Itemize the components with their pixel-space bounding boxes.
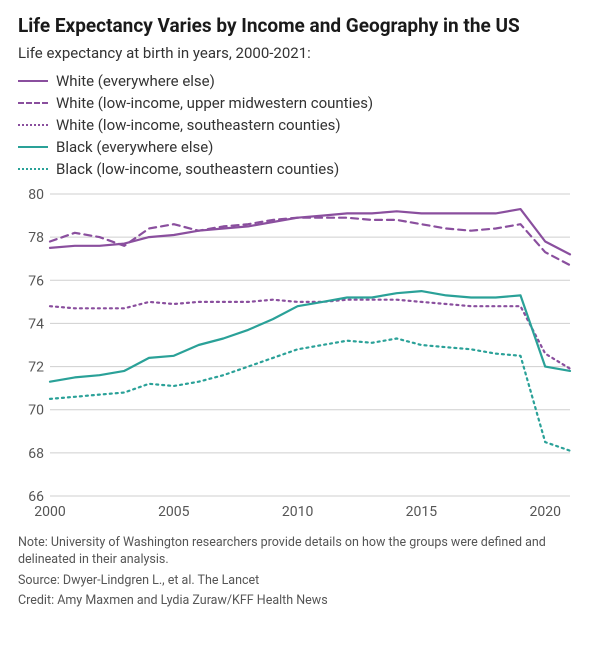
series-line-white_midwest — [50, 217, 570, 265]
legend-swatch-black_else — [18, 146, 48, 148]
chart-container: Life Expectancy Varies by Income and Geo… — [0, 0, 600, 657]
legend-label-white_midwest: White (low-income, upper midwestern coun… — [56, 94, 373, 112]
chart-svg: 66 68 70 72 74 76 78 80 2000 2005 2010 2015 2020 — [18, 184, 582, 524]
series-line-black_else — [50, 291, 570, 382]
legend-item-white_southeast: White (low-income, southeastern counties… — [18, 116, 582, 134]
legend-swatch-white_else — [18, 80, 48, 82]
legend: White (everywhere else) White (low-income… — [18, 72, 582, 178]
y-tick-label: 78 — [28, 230, 44, 246]
y-tick-label: 68 — [28, 446, 44, 462]
footer-credit: Credit: Amy Maxmen and Lydia Zuraw/KFF H… — [18, 592, 582, 610]
legend-item-white_else: White (everywhere else) — [18, 72, 582, 90]
y-tick-label: 76 — [28, 273, 44, 289]
legend-label-white_else: White (everywhere else) — [56, 72, 215, 90]
footer-source: Source: Dwyer-Lindgren L., et al. The La… — [18, 572, 582, 590]
legend-item-white_midwest: White (low-income, upper midwestern coun… — [18, 94, 582, 112]
legend-label-black_southeast: Black (low-income, southeastern counties… — [56, 160, 339, 178]
y-tick-label: 74 — [28, 316, 44, 332]
chart-title: Life Expectancy Varies by Income and Geo… — [18, 14, 582, 38]
series-line-black_southeast — [50, 338, 570, 450]
x-tick-label: 2010 — [282, 504, 314, 520]
chart-subtitle: Life expectancy at birth in years, 2000-… — [18, 44, 582, 62]
y-tick-label: 70 — [28, 402, 44, 418]
legend-label-black_else: Black (everywhere else) — [56, 138, 213, 156]
legend-swatch-white_southeast — [18, 124, 48, 126]
chart-plot-area: 66 68 70 72 74 76 78 80 2000 2005 2010 2015 2020 — [18, 184, 582, 524]
legend-label-white_southeast: White (low-income, southeastern counties… — [56, 116, 341, 134]
x-tick-label: 2015 — [406, 504, 438, 520]
legend-swatch-white_midwest — [18, 102, 48, 104]
x-tick-label: 2000 — [34, 504, 66, 520]
legend-item-black_else: Black (everywhere else) — [18, 138, 582, 156]
legend-swatch-black_southeast — [18, 168, 48, 170]
chart-footer: Note: University of Washington researche… — [18, 534, 582, 610]
legend-item-black_southeast: Black (low-income, southeastern counties… — [18, 160, 582, 178]
footer-note: Note: University of Washington researche… — [18, 534, 582, 569]
y-tick-label: 72 — [28, 359, 44, 375]
y-tick-label: 66 — [28, 489, 44, 505]
series-line-white_else — [50, 209, 570, 254]
y-tick-label: 80 — [28, 187, 44, 203]
x-tick-label: 2020 — [529, 504, 561, 520]
series-line-white_southeast — [50, 299, 570, 368]
x-tick-label: 2005 — [158, 504, 190, 520]
